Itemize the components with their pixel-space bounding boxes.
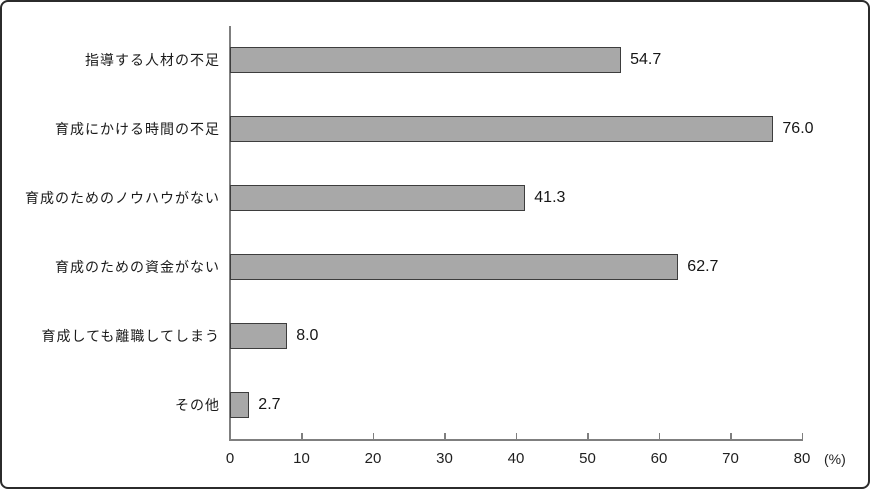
- value-label: 54.7: [630, 51, 662, 69]
- y-axis-line: [229, 26, 231, 441]
- bar: [230, 322, 288, 349]
- category-label: 育成のための資金がない: [55, 258, 220, 275]
- value-label: 41.3: [534, 189, 566, 207]
- x-axis-tick-label: 50: [579, 450, 596, 467]
- x-axis-tick-label: 20: [364, 450, 382, 467]
- x-axis-tick: [801, 433, 803, 439]
- x-axis-tick: [301, 433, 303, 439]
- x-axis-tick-label: 70: [722, 450, 739, 467]
- value-label: 8.0: [296, 326, 319, 344]
- x-axis-tick: [587, 433, 589, 439]
- category-label: その他: [175, 396, 220, 413]
- category-label: 育成にかける時間の不足: [55, 121, 220, 138]
- bar: [230, 47, 622, 74]
- x-axis-tick-label: 40: [507, 450, 525, 467]
- x-axis-tick-label: 0: [225, 450, 235, 467]
- value-label: 62.7: [687, 257, 719, 275]
- bar: [230, 391, 250, 418]
- value-label: 2.7: [258, 395, 281, 413]
- bar: [230, 185, 526, 212]
- bar: [230, 116, 774, 143]
- x-axis-tick: [730, 433, 732, 439]
- category-label: 育成のためのノウハウがない: [25, 190, 220, 207]
- x-axis-tick: [658, 433, 660, 439]
- x-axis-unit-label: (%): [824, 451, 846, 467]
- bar: [230, 253, 679, 280]
- value-label: 76.0: [782, 120, 814, 138]
- x-axis-tick-label: 30: [436, 450, 453, 467]
- x-axis-tick: [372, 433, 374, 439]
- category-label: 育成しても離職してしまう: [41, 327, 220, 344]
- x-axis-tick-label: 10: [293, 450, 310, 467]
- x-axis-line: [229, 439, 803, 441]
- category-label: 指導する人材の不足: [85, 52, 220, 69]
- x-axis-tick-label: 60: [650, 450, 668, 467]
- x-axis-tick: [515, 433, 517, 439]
- x-axis-tick-label: 80: [793, 450, 811, 467]
- x-axis-tick: [444, 433, 446, 439]
